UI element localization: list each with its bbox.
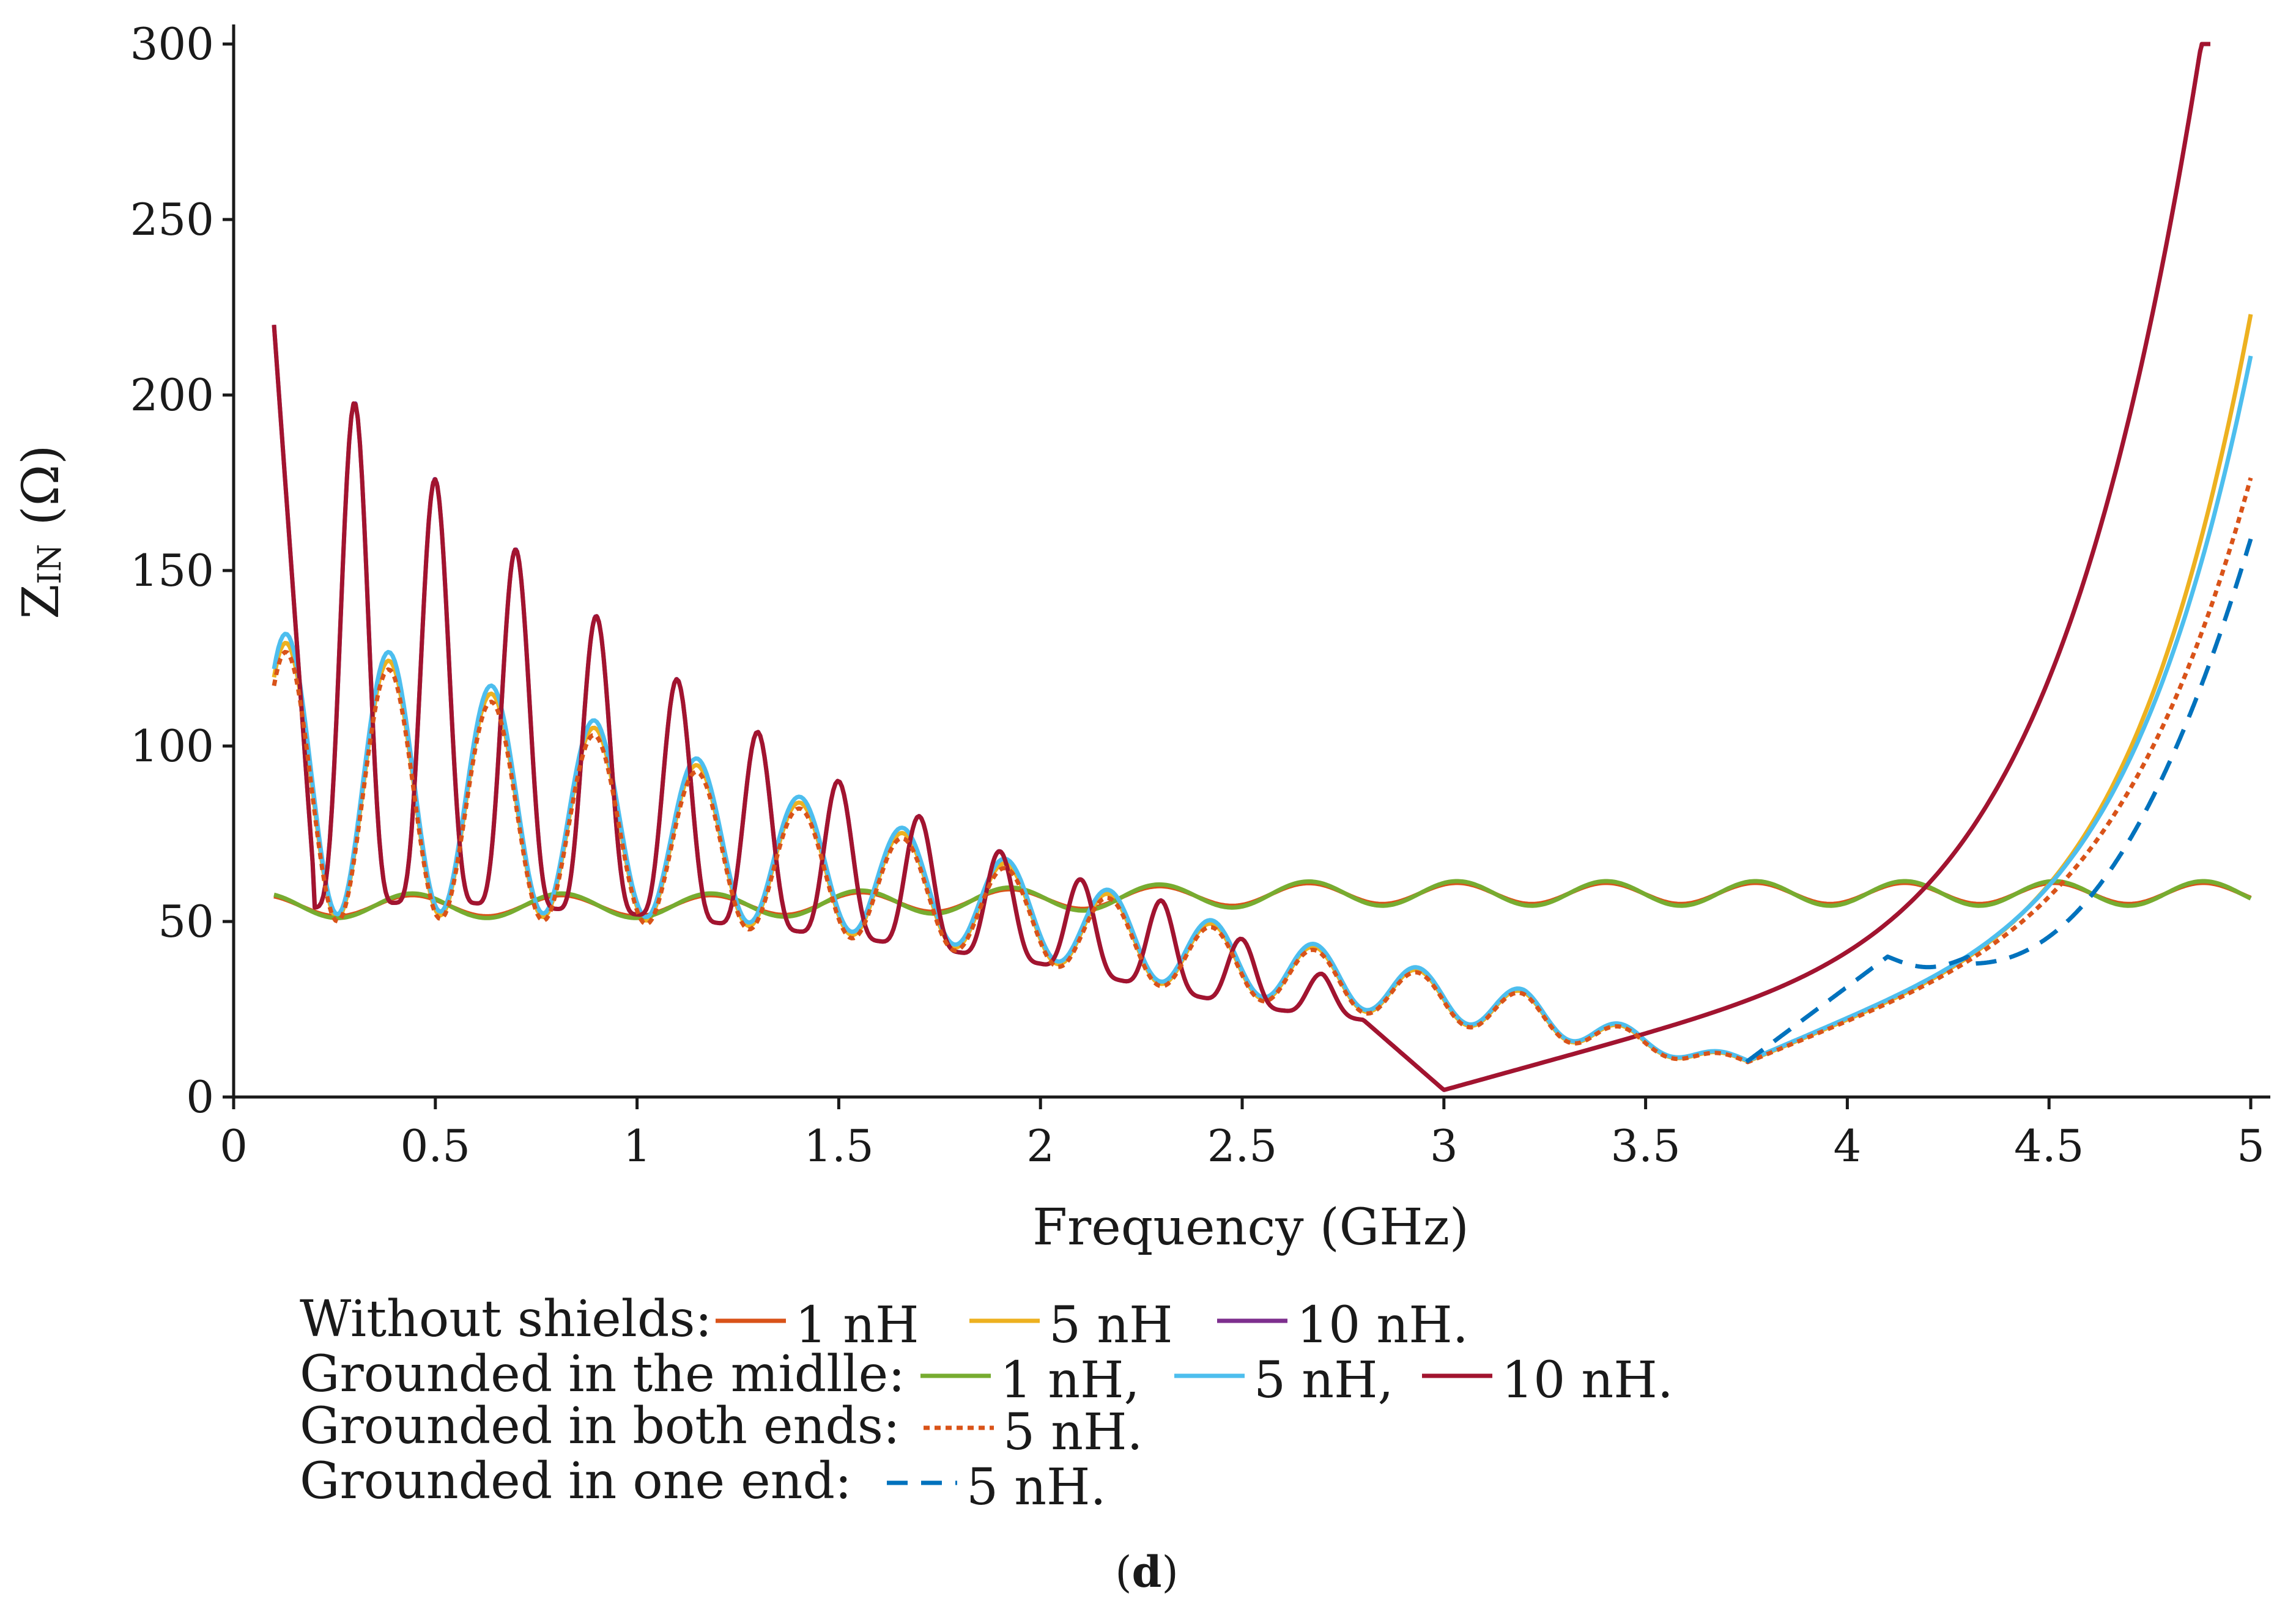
y-tick-label: 150 [130, 545, 214, 596]
x-axis-label: Frequency (GHz) [1032, 1199, 1469, 1257]
svg-text:ZIN(Ω): ZIN (Ω) [12, 445, 70, 619]
y-axis-label-sub: IN [32, 544, 69, 584]
legend: Without shields: 1 nH 5 nH 10 nH. Grounded i… [300, 1290, 1673, 1516]
plot-lines [272, 42, 2253, 1092]
y-tick-label: 100 [130, 720, 214, 772]
x-tick-label: 3.5 [1610, 1120, 1681, 1172]
figure-caption: (d) [1115, 1546, 1179, 1597]
legend-entry-label: 1 nH, [1000, 1351, 1140, 1409]
legend-entry-label: 5 nH. [1003, 1403, 1143, 1461]
x-tick-label: 2 [1026, 1120, 1054, 1172]
x-ticks: 0 0.5 1 1.5 2 2.5 3 3.5 4 4.5 5 [220, 1097, 2265, 1172]
series-line-go5 [1744, 538, 2253, 1064]
x-tick-label: 1.5 [804, 1120, 874, 1172]
legend-entry-label: 5 nH. [966, 1458, 1106, 1516]
legend-row-label: Grounded in one end: [300, 1452, 852, 1510]
x-tick-label: 4.5 [2014, 1120, 2084, 1172]
y-tick-label: 300 [130, 18, 214, 70]
series-line-ws10 [272, 43, 2205, 1092]
x-tick-label: 0 [220, 1120, 248, 1172]
legend-entry-label: 10 nH. [1297, 1296, 1468, 1354]
y-tick-label: 200 [130, 369, 214, 421]
legend-row-label: Grounded in the midlle: [300, 1345, 905, 1403]
x-tick-label: 4 [1833, 1120, 1861, 1172]
y-tick-label: 250 [130, 194, 214, 245]
y-tick-label: 50 [158, 896, 214, 947]
series-line-gm5 [272, 355, 2253, 1063]
legend-row-label: Grounded in both ends: [300, 1397, 900, 1455]
legend-entry-label: 1 nH [795, 1296, 919, 1354]
x-tick-label: 5 [2237, 1120, 2265, 1172]
x-tick-label: 3 [1430, 1120, 1458, 1172]
y-axis-label-main: Z [12, 585, 70, 619]
y-axis-label: ZIN (Ω) [12, 445, 70, 619]
x-tick-label: 0.5 [401, 1120, 471, 1172]
legend-entry-label: 10 nH. [1502, 1351, 1673, 1409]
series-line-gb5 [272, 477, 2253, 1065]
x-tick-label: 2.5 [1207, 1120, 1278, 1172]
legend-entry-label: 5 nH [1049, 1296, 1173, 1354]
series-line-gm10 [272, 42, 2210, 1092]
series-line-gm1 [273, 879, 2252, 920]
y-ticks: 0 50 100 150 200 250 300 [130, 18, 234, 1123]
y-tick-label: 0 [186, 1071, 214, 1123]
x-tick-label: 1 [623, 1120, 651, 1172]
legend-entry-label: 5 nH, [1254, 1351, 1394, 1409]
y-axis-label-unit: (Ω) [12, 445, 70, 526]
legend-row-label: Without shields: [300, 1290, 712, 1348]
series-line-ws5 [272, 314, 2253, 1064]
